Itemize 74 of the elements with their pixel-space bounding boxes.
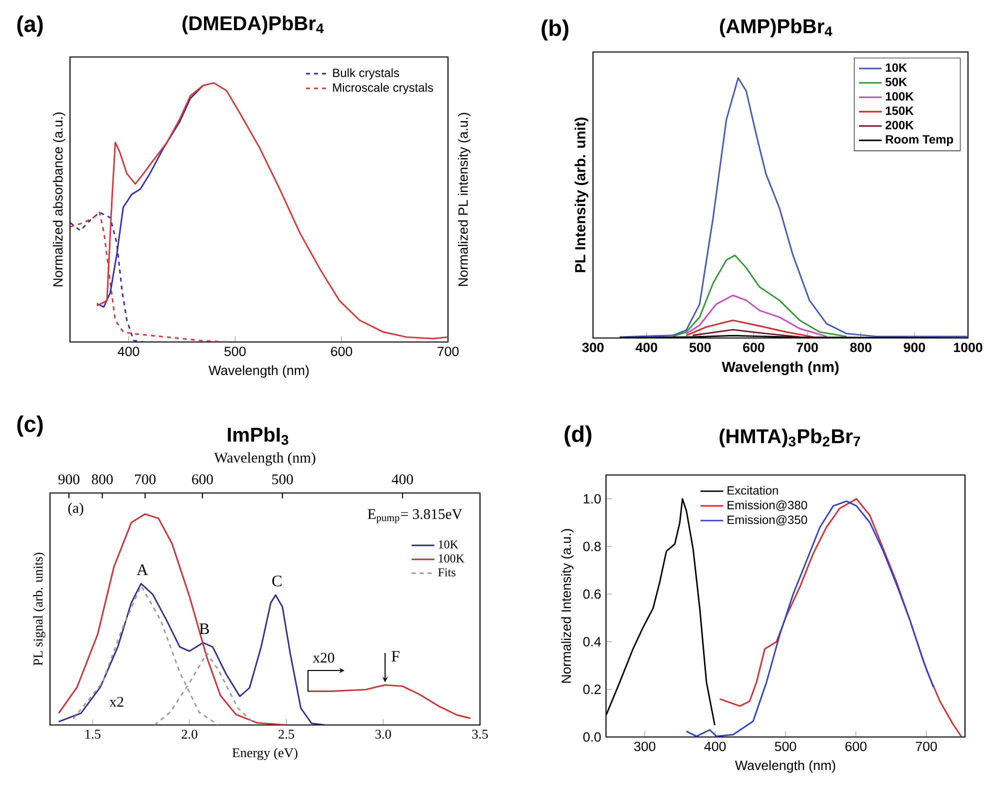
x-tick-label: 3.5 — [472, 730, 488, 739]
x-tick-label: 1000 — [954, 342, 982, 352]
y-tick-label: 0.8 — [583, 542, 601, 552]
annotation: x20 — [312, 652, 334, 663]
x-tick-label: 400 — [636, 342, 658, 352]
chart-title: (AMP)PbBr$_{4}$ — [720, 18, 832, 38]
annotation: (a) — [68, 502, 84, 516]
chart-title: (HMTA)$_{3}$Pb$_{2}$Br$_{7}$ — [720, 428, 860, 448]
y2-axis-title: Normalized PL intensity (a.u.) — [458, 112, 470, 286]
text: (b) — [542, 19, 568, 41]
legend-label: Microscale crystals — [333, 82, 434, 94]
text: 600 — [192, 474, 213, 484]
x-tick-label: 700 — [438, 346, 459, 356]
x-axis-title: Wavelength (nm) — [208, 365, 309, 378]
y-axis-title: PL signal (arb. units) — [33, 552, 46, 666]
legend-label: 200K — [886, 120, 914, 130]
x-tick-label: 400 — [704, 742, 726, 752]
x-tick-label: 900 — [904, 342, 926, 352]
x-tick-label: 2.0 — [182, 730, 198, 739]
legend-label: Emission@350 — [728, 515, 808, 526]
x-tick-label: 2.5 — [278, 730, 294, 739]
y-axis-title: PL Intensity (arb. unit) — [574, 118, 588, 272]
x-tick-label: 600 — [743, 342, 764, 352]
text: 400 — [392, 474, 413, 484]
y-axis-title: Normalized absorbance (a.u.) — [52, 112, 66, 286]
x-tick-label: 400 — [118, 346, 140, 356]
annotation: A — [136, 564, 148, 575]
x-tick-label: 500 — [224, 346, 246, 356]
x-tick-label: 600 — [331, 346, 352, 356]
x-tick-label: 500 — [689, 342, 711, 352]
x-tick-label: 800 — [850, 342, 872, 352]
x-tick-label: 600 — [845, 742, 866, 752]
text: 800 — [92, 474, 113, 484]
legend-label: Fits — [438, 568, 456, 576]
legend-label: 10K — [886, 63, 908, 72]
legend-label: 100K — [886, 92, 914, 101]
annotation: C — [272, 576, 282, 586]
text: (c) — [17, 415, 43, 437]
y-tick-label: 0.6 — [583, 589, 601, 599]
text: 900 — [58, 474, 80, 484]
legend-label: Bulk crystals — [333, 68, 400, 80]
legend-label: Room Temp — [886, 135, 954, 146]
x-axis-title: Wavelength (nm) — [722, 361, 839, 376]
legend-label: Emission@380 — [728, 500, 808, 511]
legend-label: 150K — [886, 106, 914, 115]
legend-label: 10K — [438, 540, 458, 548]
annotation: F — [392, 651, 400, 662]
x-tick-label: 1.5 — [85, 730, 100, 739]
x-tick-label: 3.0 — [375, 730, 391, 739]
annotation: x2 — [109, 696, 124, 707]
text: Wavelength (nm) — [214, 452, 316, 466]
text: 700 — [135, 474, 156, 484]
annotation: E$_{pump}$= 3.815eV — [368, 509, 462, 524]
y-tick-label: 1.0 — [584, 494, 601, 504]
y-axis-title: Normalized Intensity (a.u.) — [561, 529, 574, 683]
legend-label: 100K — [438, 554, 464, 562]
x-tick-label: 300 — [634, 742, 656, 752]
chart-title: ImPbI$_{3}$ — [228, 427, 288, 445]
text: (d) — [564, 425, 592, 447]
y-tick-label: 0.0 — [583, 732, 601, 742]
legend-label: 50K — [886, 78, 908, 86]
y-tick-label: 0.4 — [583, 637, 601, 646]
x-tick-label: 300 — [582, 342, 604, 352]
y-tick-label: 0.2 — [583, 684, 601, 694]
text: 500 — [272, 474, 293, 484]
x-axis-title: Wavelength (nm) — [735, 760, 836, 773]
text: (a) — [17, 15, 43, 37]
x-tick-label: 700 — [796, 342, 818, 352]
legend-label: Excitation — [728, 486, 778, 495]
x-tick-label: 500 — [774, 742, 796, 752]
chart-title: (DMEDA)PbBr$_{4}$ — [182, 16, 324, 34]
annotation: B — [199, 624, 209, 634]
x-tick-label: 700 — [916, 742, 937, 752]
x-axis-title: Energy (eV) — [232, 748, 298, 760]
